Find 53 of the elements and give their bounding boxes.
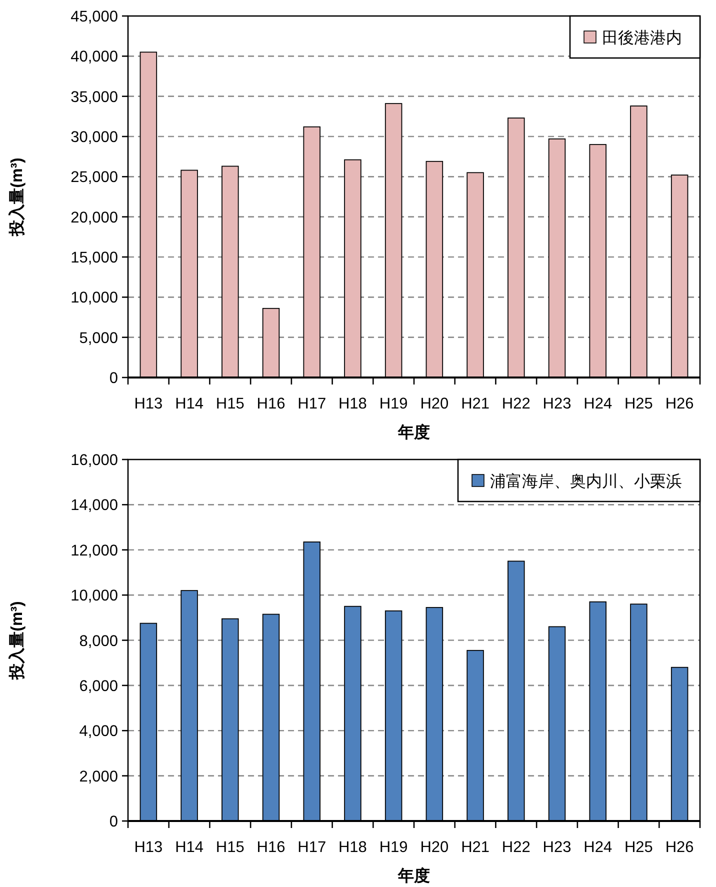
y-tick-label: 0 xyxy=(109,370,118,387)
x-tick-label: H25 xyxy=(624,396,653,412)
x-tick-label: H18 xyxy=(338,839,367,856)
x-tick-label: H21 xyxy=(461,839,490,856)
y-tick-label: 20,000 xyxy=(70,209,118,226)
x-axis-title: 年度 xyxy=(397,866,430,885)
x-axis-title: 年度 xyxy=(397,422,430,442)
x-tick-label: H15 xyxy=(216,396,244,412)
x-tick-label: H24 xyxy=(584,396,612,412)
x-tick-label: H22 xyxy=(502,839,530,856)
y-tick-label: 6,000 xyxy=(79,678,118,695)
x-tick-label: H19 xyxy=(379,396,408,412)
x-tick-label: H22 xyxy=(502,396,530,412)
x-tick-label: H14 xyxy=(175,396,204,412)
y-tick-label: 0 xyxy=(109,814,118,830)
x-tick-label: H24 xyxy=(584,839,612,856)
y-tick-label: 16,000 xyxy=(70,452,118,469)
y-tick-label: 10,000 xyxy=(70,588,118,605)
x-tick-label: H25 xyxy=(624,839,653,856)
x-tick-label: H16 xyxy=(256,839,286,856)
y-tick-label: 4,000 xyxy=(79,723,118,740)
x-tick-label: H21 xyxy=(461,396,490,412)
y-tick-label: 25,000 xyxy=(70,169,118,186)
y-tick-label: 14,000 xyxy=(70,497,118,514)
y-tick-label: 8,000 xyxy=(79,632,118,650)
x-tick-label: H13 xyxy=(134,839,163,856)
y-tick-label: 5,000 xyxy=(79,330,118,347)
x-tick-label: H26 xyxy=(665,839,694,856)
x-tick-label: H17 xyxy=(298,839,326,856)
x-tick-label: H23 xyxy=(542,396,572,412)
x-tick-label: H17 xyxy=(298,396,326,412)
x-tick-label: H13 xyxy=(134,396,163,412)
x-tick-label: H15 xyxy=(216,839,244,856)
x-tick-label: H26 xyxy=(665,396,694,412)
y-tick-label: 35,000 xyxy=(70,88,118,106)
x-tick-label: H16 xyxy=(256,396,286,412)
y-tick-label: 40,000 xyxy=(70,48,118,66)
y-tick-label: 10,000 xyxy=(70,290,118,307)
y-tick-label: 12,000 xyxy=(70,542,118,560)
y-tick-label: 2,000 xyxy=(79,768,118,786)
x-tick-label: H19 xyxy=(379,839,408,856)
y-axis-title: 投入量(m³) xyxy=(8,601,26,680)
y-tick-label: 30,000 xyxy=(70,129,118,146)
legend-label: 田後港港内 xyxy=(602,29,682,47)
legend-label: 浦富海岸、奥内川、小栗浜 xyxy=(490,472,682,490)
y-tick-label: 15,000 xyxy=(70,250,118,266)
x-tick-label: H23 xyxy=(542,839,572,856)
x-tick-label: H18 xyxy=(338,396,367,412)
y-axis-title: 投入量(m³) xyxy=(8,158,26,237)
x-tick-label: H14 xyxy=(175,839,204,856)
x-tick-label: H20 xyxy=(420,396,450,412)
x-tick-label: H20 xyxy=(420,839,450,856)
y-tick-label: 45,000 xyxy=(70,8,118,26)
